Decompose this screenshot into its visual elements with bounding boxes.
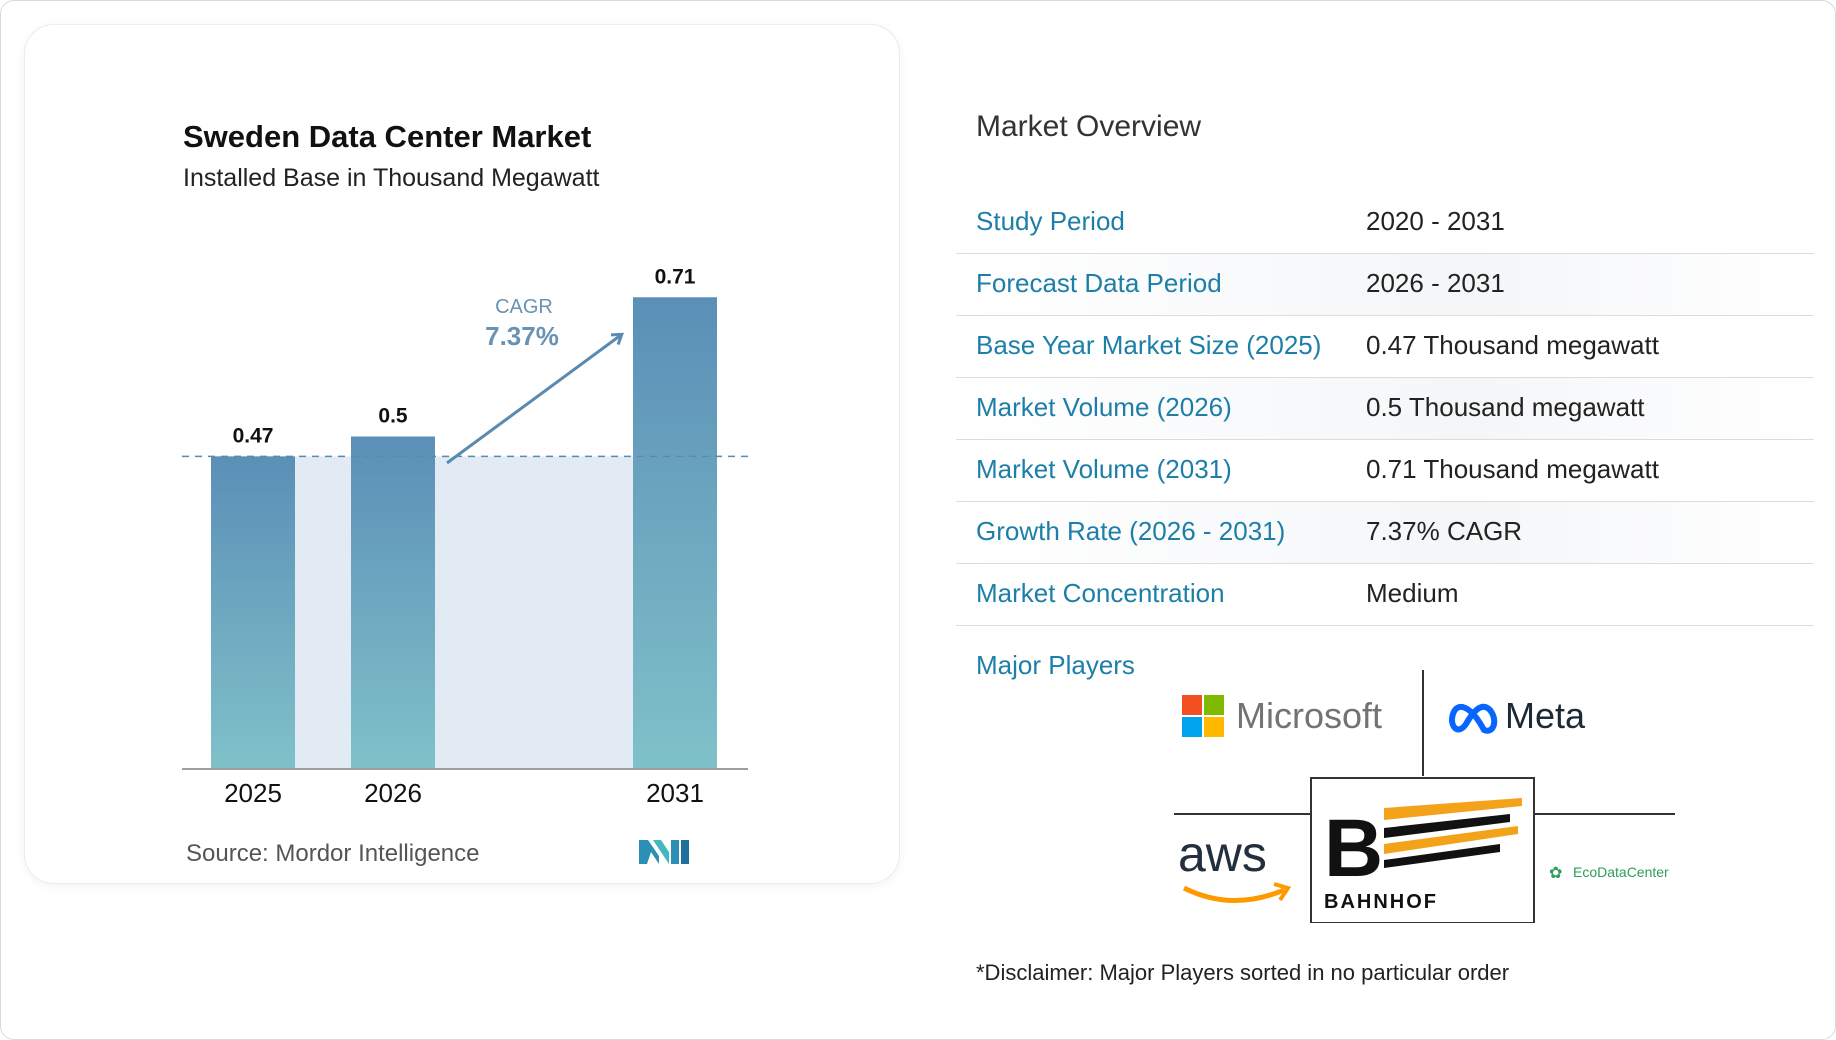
- overview-value: 0.71 Thousand megawatt: [1366, 454, 1659, 484]
- cagr-value: 7.37%: [485, 321, 559, 351]
- microsoft-logo-text: Microsoft: [1236, 695, 1382, 736]
- chart-subtitle: Installed Base in Thousand Megawatt: [183, 164, 600, 192]
- overview-value: Medium: [1366, 578, 1459, 608]
- overview-row: Study Period 2020 - 2031: [956, 192, 1814, 254]
- x-tick-label: 2025: [224, 778, 282, 808]
- overview-row: Forecast Data Period 2026 - 2031: [956, 254, 1814, 316]
- meta-logo: Meta: [1449, 695, 1586, 736]
- overview-label: Market Volume (2026): [976, 392, 1232, 422]
- ecodatacenter-logo: ✿ EcoDataCenter: [1549, 864, 1669, 882]
- overview-value: 0.47 Thousand megawatt: [1366, 330, 1659, 360]
- overview-label: Forecast Data Period: [976, 268, 1222, 298]
- overview-row: Base Year Market Size (2025) 0.47 Thousa…: [956, 316, 1814, 378]
- overview-value: 0.5 Thousand megawatt: [1366, 392, 1645, 422]
- aws-logo-text: aws: [1178, 826, 1267, 882]
- meta-logo-text: Meta: [1505, 695, 1586, 736]
- overview-title: Market Overview: [976, 110, 1202, 143]
- major-players-logos: Microsoft Meta aws B BAHNHOF ✿ EcoDataCe…: [1174, 670, 1675, 923]
- bahnhof-letter: B: [1324, 803, 1383, 894]
- cagr-arrow: [446, 335, 621, 465]
- bar: [351, 436, 435, 768]
- overview-value: 2026 - 2031: [1366, 268, 1505, 298]
- bahnhof-logo: B BAHNHOF: [1324, 798, 1522, 913]
- bahnhof-logo-text: BAHNHOF: [1324, 891, 1438, 913]
- x-tick-label: 2026: [364, 778, 422, 808]
- source-text: Source: Mordor Intelligence: [186, 840, 480, 867]
- overview-label: Base Year Market Size (2025): [976, 330, 1322, 360]
- overview-label: Market Concentration: [976, 578, 1225, 608]
- x-tick-label: 2031: [646, 778, 704, 808]
- bar-value-label: 0.47: [233, 424, 274, 447]
- overview-value: 2020 - 2031: [1366, 206, 1505, 236]
- overview-value: 7.37% CAGR: [1366, 516, 1523, 546]
- eco-leaf-icon: ✿: [1549, 865, 1562, 882]
- overview-table: Study Period 2020 - 2031 Forecast Data P…: [956, 192, 1814, 626]
- bar-value-label: 0.5: [378, 405, 408, 428]
- overview-label: Growth Rate (2026 - 2031): [976, 516, 1286, 546]
- overview-label: Market Volume (2031): [976, 454, 1232, 484]
- bar-value-label: 0.71: [655, 265, 696, 288]
- overview-row: Growth Rate (2026 - 2031) 7.37% CAGR: [956, 502, 1814, 564]
- disclaimer: *Disclaimer: Major Players sorted in no …: [976, 960, 1510, 985]
- aws-logo: aws: [1178, 826, 1292, 903]
- bar-chart: 0.47 2025 0.5 2026 0.71 2031 CAGR 7.37%: [182, 265, 752, 808]
- overview-row: Market Volume (2031) 0.71 Thousand megaw…: [956, 440, 1814, 502]
- overview-row: Market Volume (2026) 0.5 Thousand megawa…: [956, 378, 1814, 440]
- overview-row: Market Concentration Medium: [956, 564, 1814, 626]
- chart-title: Sweden Data Center Market: [183, 119, 592, 154]
- bar: [211, 456, 295, 768]
- microsoft-logo: Microsoft: [1182, 695, 1382, 737]
- ecodatacenter-logo-text: EcoDataCenter: [1573, 864, 1669, 880]
- bar: [633, 297, 717, 768]
- logo-divider: [1310, 777, 1535, 923]
- mordor-logo-icon: [639, 840, 689, 864]
- major-players-title: Major Players: [976, 650, 1135, 680]
- overview-label: Study Period: [976, 206, 1125, 236]
- cagr-label: CAGR: [495, 296, 553, 318]
